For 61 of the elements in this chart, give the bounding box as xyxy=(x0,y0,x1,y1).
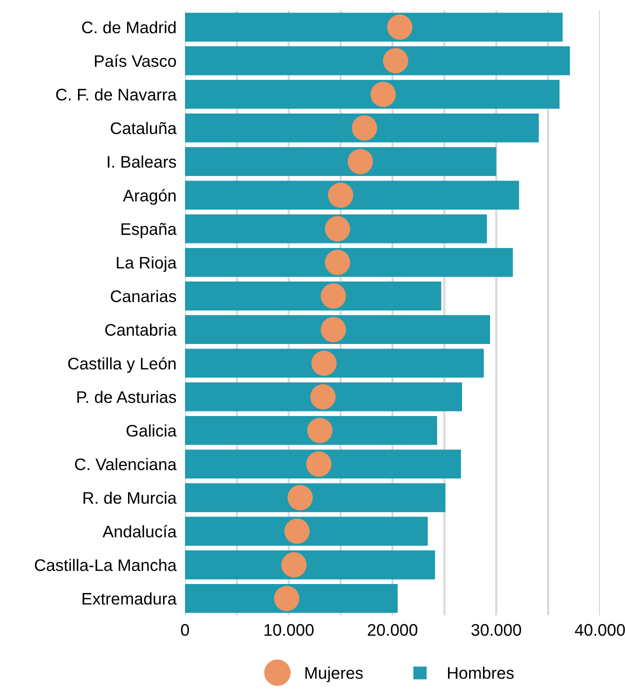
bar xyxy=(185,12,563,42)
bar xyxy=(185,348,484,378)
y-tick-label: España xyxy=(122,222,177,238)
point xyxy=(281,552,307,578)
bar xyxy=(185,282,442,310)
point xyxy=(328,182,354,208)
y-tick-label: C. F. de Navarra xyxy=(56,88,177,101)
y-tick-label: I. Balears xyxy=(108,156,176,168)
y-tick-label: C. Valenciana xyxy=(74,458,177,470)
y-tick-label: Galicia xyxy=(126,424,177,437)
bar xyxy=(185,584,398,613)
y-tick-label: Castilla-La Mancha xyxy=(34,558,177,572)
bar xyxy=(185,114,539,142)
y-tick-label: Cataluña xyxy=(110,122,177,134)
point xyxy=(310,384,336,410)
point xyxy=(320,316,346,342)
point xyxy=(307,418,332,444)
y-tick-label: Aragón xyxy=(122,189,176,205)
point xyxy=(348,148,373,174)
point xyxy=(288,485,313,510)
bar xyxy=(185,180,520,210)
y-tick-label: La Rioja xyxy=(116,256,177,272)
legend-label: Hombres xyxy=(448,666,514,679)
x-tick-label: 10.000 xyxy=(264,624,314,636)
point xyxy=(382,48,408,74)
bar xyxy=(185,416,438,445)
bar xyxy=(185,516,428,546)
legend-label: Mujeres xyxy=(305,666,363,682)
y-tick-label: P. de Asturias xyxy=(77,390,176,404)
point xyxy=(352,115,378,141)
x-tick-label: 40.000 xyxy=(574,624,625,636)
y-tick-label: C. de Madrid xyxy=(82,21,176,34)
bar xyxy=(185,147,496,176)
bar xyxy=(185,248,513,277)
point xyxy=(274,586,300,612)
bar xyxy=(185,483,446,512)
y-tick-label: Castilla y León xyxy=(68,357,176,373)
point xyxy=(324,250,350,276)
x-tick-label: 20.000 xyxy=(368,624,418,636)
y-tick-label: R. de Murcia xyxy=(84,492,177,504)
y-tick-label: País Vasco xyxy=(94,54,176,67)
bar xyxy=(185,382,462,412)
point xyxy=(311,350,337,376)
point xyxy=(324,216,350,242)
y-tick-label: Extremadura xyxy=(82,592,177,605)
x-tick-label: 0 xyxy=(181,624,189,636)
y-tick-label: Canarias xyxy=(110,290,176,302)
bar xyxy=(185,80,560,109)
bar xyxy=(185,214,487,244)
bar xyxy=(185,550,436,580)
point xyxy=(387,14,412,40)
point xyxy=(284,518,310,544)
bar xyxy=(185,46,570,76)
point xyxy=(370,82,396,107)
bar xyxy=(185,450,461,478)
x-tick-label: 30.000 xyxy=(471,624,522,636)
bar xyxy=(185,315,490,344)
y-tick-label: Andalucía xyxy=(102,525,177,538)
y-tick-label: Cantabria xyxy=(105,324,177,336)
point xyxy=(306,451,332,477)
point xyxy=(320,283,346,309)
